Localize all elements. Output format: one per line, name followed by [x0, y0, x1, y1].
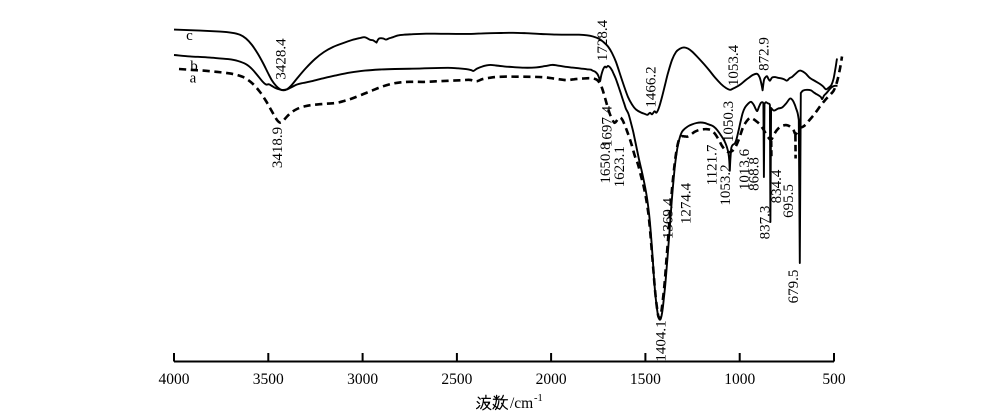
svg-text:3418.9: 3418.9 [270, 127, 286, 168]
svg-text:1274.4: 1274.4 [679, 182, 695, 224]
svg-text:868.8: 868.8 [747, 157, 763, 191]
svg-text:/cm: /cm [510, 395, 533, 412]
svg-text:1000: 1000 [724, 371, 755, 388]
svg-text:3500: 3500 [253, 371, 284, 388]
svg-text:834.4: 834.4 [769, 169, 785, 203]
svg-text:837.3: 837.3 [758, 206, 774, 240]
svg-text:1623.1: 1623.1 [612, 146, 628, 187]
svg-text:2500: 2500 [441, 371, 472, 388]
svg-text:1121.7: 1121.7 [705, 144, 721, 185]
svg-text:695.5: 695.5 [781, 184, 797, 218]
svg-text:1697.4: 1697.4 [600, 105, 616, 147]
svg-text:4000: 4000 [159, 371, 190, 388]
svg-text:1013.6: 1013.6 [737, 148, 753, 190]
svg-text:b: b [190, 59, 198, 75]
svg-text:3428.4: 3428.4 [274, 38, 290, 80]
svg-text:1650.8: 1650.8 [598, 142, 614, 183]
svg-text:1500: 1500 [630, 371, 661, 388]
svg-text:c: c [186, 28, 193, 44]
svg-text:500: 500 [822, 371, 846, 388]
svg-text:1466.2: 1466.2 [644, 66, 660, 107]
svg-text:2000: 2000 [536, 371, 567, 388]
svg-text:1369.4: 1369.4 [661, 197, 677, 239]
svg-text:1728.4: 1728.4 [595, 19, 611, 61]
svg-text:1404.1: 1404.1 [654, 320, 670, 361]
svg-text:679.5: 679.5 [786, 270, 802, 304]
svg-text:1050.3: 1050.3 [721, 101, 737, 142]
svg-text:3000: 3000 [347, 371, 378, 388]
svg-text:1053.2: 1053.2 [718, 164, 734, 205]
svg-text:1053.4: 1053.4 [726, 44, 742, 86]
svg-text:a: a [190, 71, 197, 87]
svg-text:-1: -1 [534, 393, 543, 404]
svg-text:872.9: 872.9 [757, 37, 773, 71]
